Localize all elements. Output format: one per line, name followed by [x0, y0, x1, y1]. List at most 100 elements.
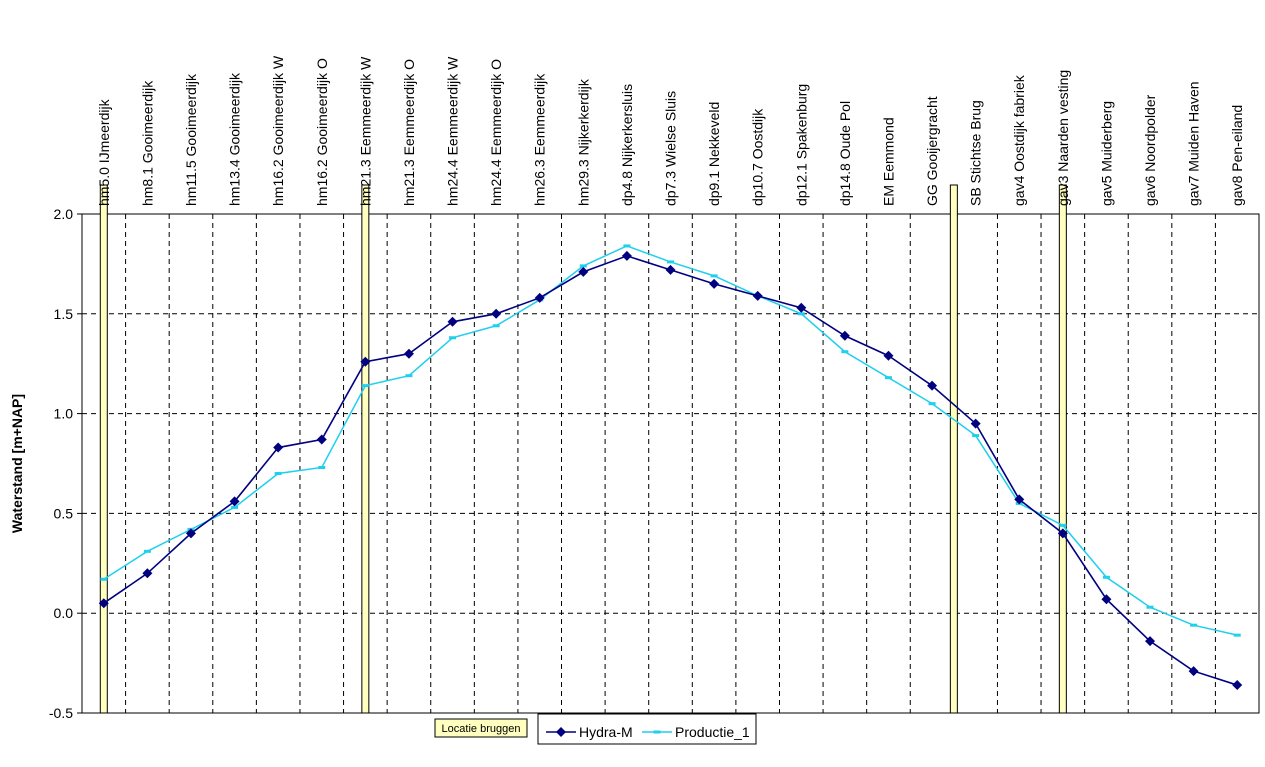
data-point [667, 260, 674, 264]
data-point [403, 348, 414, 359]
data-point [927, 380, 938, 391]
y-axis-ticks: 2.0 1.5 1.0 0.5 0.0 -0.5 [49, 206, 82, 721]
category-label: dp10.7 Oostdijk [750, 108, 766, 206]
data-point [361, 384, 369, 388]
bridge-markers [99, 184, 1067, 714]
category-label: dp9.1 Nekkeveld [706, 102, 722, 206]
legend-marker [556, 727, 566, 737]
legend: Locatie bruggen Hydra-M Productie_1 [434, 713, 757, 745]
legend-box [537, 713, 757, 745]
category-label: gav3 Naarden vesting [1055, 70, 1071, 206]
category-label: dp12.1 Spakenburg [793, 84, 809, 206]
data-point [1059, 523, 1067, 527]
category-label: dp14.8 Oude Pol [837, 101, 853, 206]
y-tick-label: 2.0 [54, 206, 74, 222]
category-label: gav6 Noordpolder [1142, 94, 1158, 206]
data-point [229, 496, 240, 507]
category-label: hm5.0 IJmeerdijk [96, 98, 112, 206]
y-tick-label: 1.5 [54, 306, 74, 322]
grid-lines [82, 214, 1259, 713]
data-point [839, 330, 850, 341]
legend-label: Hydra-M [579, 724, 633, 740]
data-point [274, 471, 282, 475]
category-label: dp7.3 Wielse Sluis [663, 91, 679, 206]
data-point [884, 376, 892, 380]
data-point [534, 292, 545, 303]
series-lines [98, 244, 1243, 691]
category-label: hm16.2 Gooimeerdijk O [314, 58, 330, 206]
category-label: hm21.3 Eemmeerdijk O [401, 59, 417, 206]
category-label: hm13.4 Gooimeerdijk [227, 72, 243, 206]
data-point [100, 577, 108, 581]
data-point [447, 316, 458, 327]
data-point [970, 418, 981, 429]
data-point [623, 244, 631, 248]
data-point [1101, 594, 1112, 605]
data-point [360, 356, 371, 367]
data-point [710, 274, 718, 278]
data-point [1014, 494, 1025, 505]
data-point [185, 528, 196, 539]
bridge-marker [949, 184, 958, 714]
data-point [578, 266, 589, 277]
category-label: hm29.3 Nijkerkerdijk [575, 78, 591, 206]
data-point [143, 549, 151, 553]
data-point [316, 434, 327, 445]
data-point [318, 465, 326, 469]
category-label: EM Eemmond [880, 117, 896, 206]
data-point [1145, 636, 1156, 647]
data-point [796, 302, 807, 313]
category-label: hm24.4 Eemmeerdijk W [445, 56, 461, 206]
category-label: hm11.5 Gooimeerdijk [183, 73, 199, 206]
data-point [231, 505, 239, 509]
bridge-marker [361, 184, 370, 714]
legend-marker [653, 730, 661, 734]
data-point [752, 290, 763, 301]
y-tick-label: 0.0 [54, 605, 74, 621]
data-point [883, 350, 894, 361]
legend-label: Productie_1 [675, 724, 750, 740]
category-label: hm8.1 Gooimeerdijk [139, 80, 155, 206]
legend-bridge-label: Locatie bruggen [442, 723, 521, 735]
y-axis-label: Waterstand [m+NAP] [9, 394, 25, 533]
data-point [1102, 575, 1110, 579]
data-point [665, 264, 676, 275]
category-label: hm26.3 Eemmeerdijk [532, 73, 548, 206]
legend-bridge-swatch [434, 718, 528, 738]
category-label: hm21.3 Eemmeerdijk W [357, 56, 373, 206]
category-label: gav7 Muiden Haven [1186, 81, 1202, 206]
series-line [103, 255, 1238, 686]
bridge-marker [1058, 184, 1067, 714]
series-line [103, 245, 1238, 636]
plot-frame [81, 213, 1260, 714]
data-point [273, 442, 284, 453]
data-point [449, 336, 457, 340]
data-point [98, 598, 109, 609]
data-point [1232, 680, 1243, 691]
data-point [1233, 633, 1241, 637]
x-axis-category-labels: hm5.0 IJmeerdijk hm8.1 Gooimeerdijk hm11.5… [96, 55, 1245, 206]
data-point [797, 312, 805, 316]
data-point [972, 434, 980, 438]
data-point [492, 324, 500, 328]
category-label: dp4.8 Nijkerkersluis [619, 84, 635, 206]
category-label: GG Gooijergracht [924, 96, 940, 206]
data-point [142, 568, 153, 579]
data-point [1188, 666, 1199, 677]
data-point [405, 374, 413, 378]
y-tick-label: 0.5 [54, 505, 74, 521]
data-point [1057, 528, 1068, 539]
data-point [1146, 605, 1154, 609]
y-tick-label: -0.5 [49, 705, 73, 721]
data-point [928, 402, 936, 406]
category-label: hm16.2 Gooimeerdijk W [270, 55, 286, 206]
category-label: gav4 Oostdijk fabriek [1011, 74, 1027, 206]
y-tick-label: 1.0 [54, 406, 74, 422]
bridge-marker [99, 184, 108, 714]
data-point [1190, 623, 1198, 627]
data-point [491, 308, 502, 319]
category-label: gav5 Muiderberg [1098, 101, 1114, 206]
category-label: SB Stichtse Brug [968, 100, 984, 206]
data-point [579, 264, 587, 268]
